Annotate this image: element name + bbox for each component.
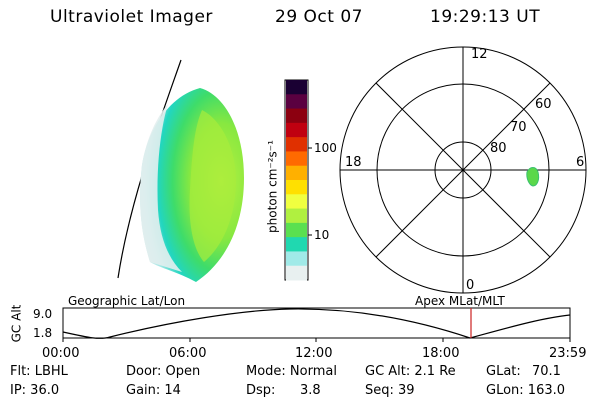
lat-label-70: 70	[510, 120, 527, 135]
mlt-label-18: 18	[345, 155, 362, 170]
mlt-label-0: 0	[466, 278, 475, 293]
time-label: 19:29:13 UT	[430, 7, 541, 27]
x-tick-1800: 18:00	[422, 346, 460, 361]
geographic-label: Geographic Lat/Lon	[68, 294, 186, 308]
dsp-label: Dsp:	[246, 383, 276, 398]
x-tick-0600: 06:00	[169, 346, 207, 361]
colorbar-swatch	[286, 80, 307, 95]
mlt-label-6: 6	[576, 155, 585, 170]
colorbar-swatch	[286, 137, 307, 152]
colorbar-swatch	[286, 94, 307, 110]
seq-label: Seq: 39	[365, 383, 415, 398]
lat-label-60: 60	[535, 97, 552, 112]
door-label: Door: Open	[126, 364, 201, 379]
gc-alt-axis-label: GC Alt	[9, 304, 24, 343]
timeline-panel	[62, 307, 571, 342]
colorbar-swatch	[286, 108, 307, 124]
colorbar-swatch	[286, 180, 307, 195]
apex-label: Apex MLat/MLT	[415, 294, 505, 308]
colorbar-swatch	[286, 122, 307, 138]
colorbar-swatch	[286, 165, 307, 181]
x-tick-2359: 23:59	[549, 346, 587, 361]
colorbar-swatch	[286, 265, 307, 281]
x-tick-0000: 00:00	[42, 346, 80, 361]
dsp-value: 3.8	[300, 383, 321, 398]
y-tick-low: 1.8	[33, 326, 53, 340]
colorbar-swatch	[286, 194, 307, 210]
colorbar-swatch	[286, 251, 307, 267]
y-tick-high: 9.0	[33, 307, 53, 321]
colorbar-swatch	[286, 237, 307, 252]
polar-aurora-patch	[526, 167, 540, 187]
mlt-label-12: 12	[471, 47, 488, 62]
colorbar	[284, 79, 312, 281]
date-label: 29 Oct 07	[275, 7, 363, 27]
x-tick-1200: 12:00	[295, 346, 333, 361]
flt-label: Flt: LBHL	[10, 364, 68, 379]
ip-label: IP: 36.0	[10, 383, 60, 398]
instrument-title: Ultraviolet Imager	[50, 7, 213, 27]
glat-label: GLat:	[486, 364, 521, 379]
gain-label: Gain: 14	[126, 383, 181, 398]
polar-plot	[339, 46, 587, 294]
glon-label: GLon: 163.0	[486, 383, 566, 398]
lat-label-80: 80	[490, 141, 507, 156]
colorbar-swatch	[286, 208, 307, 224]
glat-value: 70.1	[532, 364, 561, 379]
auroral-image	[140, 88, 244, 282]
gc-alt-label: GC Alt: 2.1 Re	[365, 364, 456, 379]
colorbar-swatch	[286, 222, 307, 238]
colorbar-tick-100: 100	[314, 141, 337, 155]
mode-label: Mode: Normal	[246, 364, 337, 379]
colorbar-swatch	[286, 151, 307, 167]
colorbar-tick-10: 10	[314, 228, 330, 242]
colorbar-unit-label: photon cm⁻²s⁻¹	[265, 140, 280, 233]
